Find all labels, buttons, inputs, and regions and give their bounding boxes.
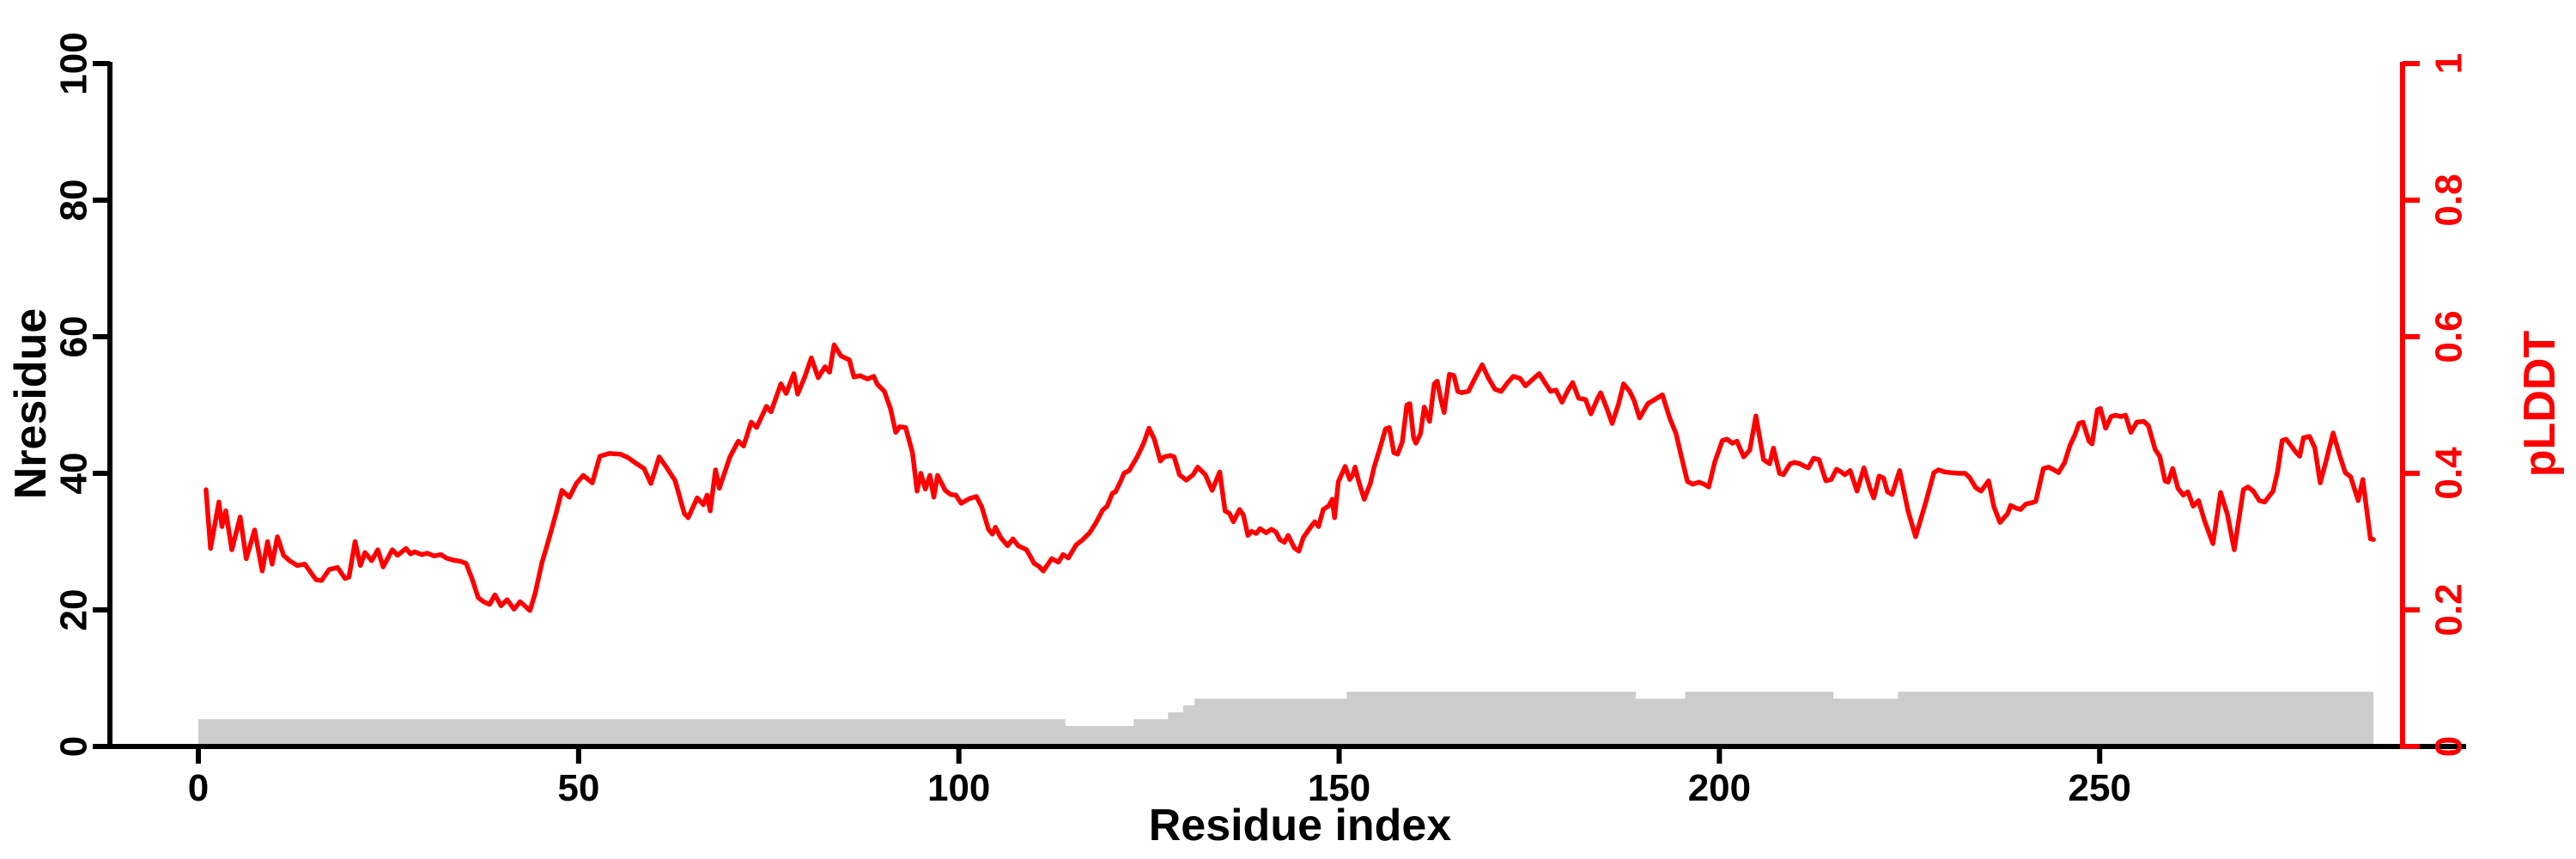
x-tick-label: 150 — [1308, 767, 1370, 809]
y-left-tick-label: 80 — [53, 180, 95, 222]
x-axis-title: Residue index — [1149, 801, 1452, 850]
axes-and-ticks — [93, 61, 2466, 764]
y-left-tick-label: 60 — [53, 316, 95, 358]
x-tick-label: 200 — [1688, 767, 1751, 809]
y-right-tick-label: 1 — [2428, 53, 2470, 74]
y-left-tick-label: 0 — [53, 736, 95, 757]
tick-labels: 0 50 100 150 200 250 0 20 40 60 80 100 0 0.2 0.4 0.6 0.8… — [53, 32, 2470, 809]
plddt-line-path — [204, 342, 2376, 613]
y-right-tick-label: 0.4 — [2428, 447, 2470, 500]
nresidue-step-area — [198, 691, 2374, 746]
x-tick-label: 50 — [557, 767, 599, 809]
y-left-tick-label: 20 — [53, 589, 95, 631]
y-right-tick-label: 0.2 — [2428, 583, 2470, 636]
plddt-line — [204, 342, 2376, 613]
y-left-axis-title: Nresidue — [6, 308, 56, 500]
y-right-axis-title: pLDDT — [2515, 331, 2565, 478]
x-tick-label: 250 — [2069, 767, 2131, 809]
y-right-tick-label: 0.8 — [2428, 174, 2470, 226]
y-left-tick-label: 40 — [53, 453, 95, 495]
y-left-tick-label: 100 — [53, 32, 95, 94]
nresidue-area-path — [198, 691, 2374, 746]
y-right-tick-label: 0.6 — [2428, 310, 2470, 362]
y-right-tick-label: 0 — [2428, 736, 2470, 757]
x-tick-label: 0 — [188, 767, 209, 809]
x-tick-label: 100 — [927, 767, 990, 809]
